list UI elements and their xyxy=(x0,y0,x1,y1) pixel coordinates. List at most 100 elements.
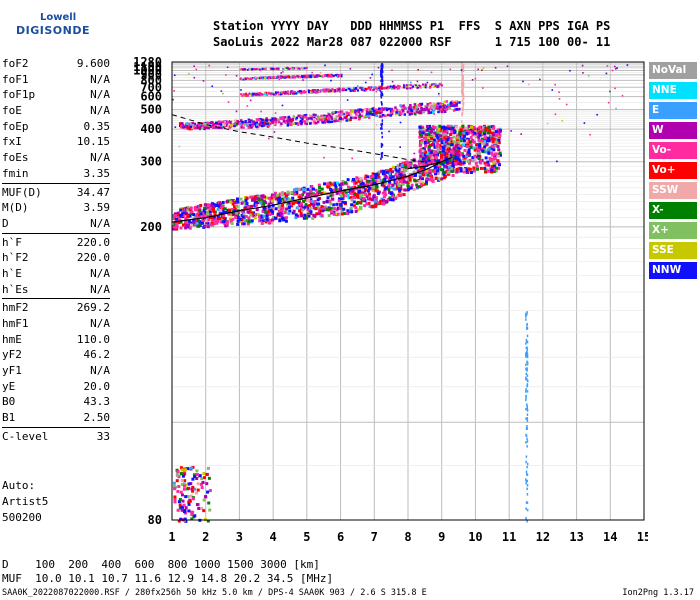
echo-dot xyxy=(276,197,280,201)
echo-dot xyxy=(445,140,449,144)
station-header: Station YYYY DAY DDD HHMMSS P1 FFS S AXN… xyxy=(213,18,610,50)
echo-dot xyxy=(410,109,414,113)
param-key: B0 xyxy=(2,395,16,409)
echo-dot xyxy=(299,116,303,119)
echo-dot xyxy=(302,66,304,69)
echo-dot xyxy=(376,191,380,195)
echo-dot xyxy=(221,207,225,211)
x-tick-label: 9 xyxy=(438,530,445,544)
virtual-height-profile-curve xyxy=(171,156,453,223)
echo-dot xyxy=(340,209,344,213)
echo-dot xyxy=(337,188,341,192)
spike-dot xyxy=(462,90,464,93)
echo-dot xyxy=(309,194,313,198)
echo-dot xyxy=(434,176,438,180)
echo-dot xyxy=(208,206,212,210)
echo-dot xyxy=(490,165,494,169)
echo-dot xyxy=(183,472,187,476)
echo-dot xyxy=(452,109,456,112)
echo-dot xyxy=(484,126,488,130)
echo-dot xyxy=(332,74,335,77)
echo-dot xyxy=(346,178,350,182)
echo-dot xyxy=(292,92,295,95)
echo-dot xyxy=(248,92,251,95)
echo-dot xyxy=(222,92,224,95)
echo-dot xyxy=(281,206,285,210)
echo-dot xyxy=(224,210,228,214)
echo-dot xyxy=(438,147,442,151)
echo-dot xyxy=(483,148,487,152)
echo-dot xyxy=(244,198,248,202)
echo-dot xyxy=(239,119,243,122)
legend-item-nne: NNE xyxy=(649,82,697,99)
echo-dot xyxy=(334,74,337,77)
echo-dot xyxy=(330,189,334,193)
spike-dot xyxy=(381,119,384,122)
echo-dot xyxy=(378,179,382,183)
echo-dot xyxy=(263,201,267,205)
echo-dot xyxy=(246,77,249,80)
echo-dot xyxy=(240,68,243,71)
echo-dot xyxy=(466,143,470,147)
echo-dot xyxy=(235,211,239,215)
echo-dot xyxy=(291,90,294,93)
echo-dot xyxy=(311,216,315,220)
spike-dot xyxy=(462,78,464,82)
echo-dot xyxy=(378,170,382,174)
echo-dot xyxy=(396,87,399,90)
echo-dot xyxy=(286,66,289,69)
echo-dot xyxy=(332,210,336,214)
echo-dot xyxy=(181,223,185,227)
param-key: foE xyxy=(2,104,22,118)
echo-dot xyxy=(463,158,467,162)
echo-dot xyxy=(446,167,450,171)
echo-dot xyxy=(271,121,274,124)
echo-dot xyxy=(418,161,422,165)
echo-dot xyxy=(303,115,307,119)
echo-dot xyxy=(471,159,475,163)
echo-dot xyxy=(487,169,491,173)
echo-dot xyxy=(247,220,251,224)
echo-dot xyxy=(282,192,286,196)
echo-dot xyxy=(367,87,370,90)
echo-dot xyxy=(277,67,280,70)
echo-dot xyxy=(332,111,335,114)
echo-dot xyxy=(596,113,598,116)
echo-dot xyxy=(450,100,454,103)
param-row-yf1: yF1 N/A xyxy=(2,363,110,379)
param-row-fof1: foF1 N/A xyxy=(2,72,110,88)
echo-dot xyxy=(455,104,459,108)
echo-dot xyxy=(283,211,287,215)
echo-dot xyxy=(203,224,207,228)
echo-dot xyxy=(315,91,318,94)
echo-dot xyxy=(419,158,423,162)
echo-dot xyxy=(451,151,455,155)
echo-dot xyxy=(336,75,339,78)
echo-dot xyxy=(331,197,335,201)
echo-dot xyxy=(295,187,299,191)
echo-dot xyxy=(339,197,343,201)
echo-dot xyxy=(373,172,377,176)
echo-dot xyxy=(478,133,482,137)
echo-dot xyxy=(306,66,308,69)
echo-dot xyxy=(423,153,427,157)
echo-dot xyxy=(445,161,449,165)
chart-curves xyxy=(171,114,453,223)
echo-dot xyxy=(223,123,226,127)
echo-dot xyxy=(190,513,194,517)
spike-dot xyxy=(526,403,528,406)
echo-dot xyxy=(252,92,255,95)
param-value: N/A xyxy=(90,104,110,118)
echo-dot xyxy=(439,135,443,139)
echo-dot xyxy=(497,166,501,170)
echo-dot xyxy=(287,93,290,96)
echo-dot xyxy=(212,216,216,220)
echo-dot xyxy=(276,212,280,216)
echo-dot xyxy=(192,213,196,217)
y-tick-label: 800 xyxy=(140,73,162,87)
echo-dot xyxy=(492,126,496,130)
echo-dot xyxy=(246,68,249,71)
echo-dot xyxy=(309,200,313,204)
echo-dot xyxy=(437,178,441,182)
echo-dot xyxy=(321,121,324,124)
